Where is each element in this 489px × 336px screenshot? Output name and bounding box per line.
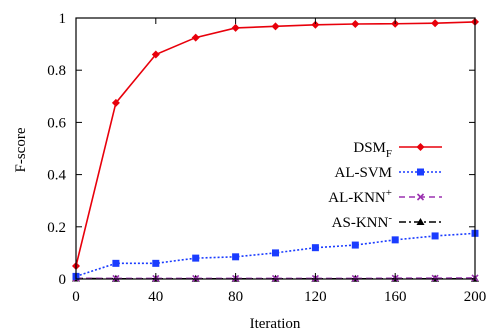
series-line: [75, 277, 476, 280]
y-tick-label: 0.8: [47, 63, 66, 79]
legend-label: AS-KNN-: [332, 212, 393, 231]
legend-label-superscript: -: [388, 212, 392, 224]
x-tick-label: 0: [72, 289, 80, 305]
x-tick-label: 160: [384, 289, 407, 305]
legend-label: AL-KNN+: [328, 187, 392, 206]
data-point: [231, 23, 240, 32]
legend-entry: AS-KNN-: [332, 212, 442, 231]
legend-label: AL-SVM: [334, 165, 392, 181]
data-point: [111, 98, 120, 107]
data-point: [431, 274, 439, 282]
y-tick-label: 0.2: [47, 220, 66, 236]
series-line: [75, 21, 476, 267]
data-point: [151, 50, 160, 59]
data-point: [351, 20, 360, 29]
tick-labels: 0 40 80 120 160 200 0 0.2 0.4 0.6 0.8 1: [47, 11, 486, 305]
x-tick-label: 80: [228, 289, 243, 305]
data-point: [311, 244, 319, 252]
plot-frame: [75, 17, 476, 280]
legend-label-text: AS-KNN: [332, 215, 389, 231]
legend-marker: [416, 143, 425, 151]
legend: DSMF AL-SVM AL-KNN+ AS-KNN-: [328, 140, 442, 231]
series-dsm: [72, 17, 479, 270]
data-point: [431, 19, 440, 28]
legend-label-text: AL-KNN: [328, 190, 386, 206]
data-point: [391, 236, 399, 244]
y-tick-label: 1: [59, 11, 67, 27]
data-point: [311, 20, 320, 29]
legend-entry: AL-SVM: [334, 165, 442, 181]
y-axis-label: F-score: [13, 127, 29, 172]
x-tick-label: 200: [464, 289, 487, 305]
data-point: [152, 259, 160, 267]
data-point: [232, 253, 240, 261]
legend-entry: DSMF: [353, 140, 442, 160]
legend-marker: [417, 168, 424, 176]
data-point: [272, 249, 279, 257]
data-point: [192, 254, 200, 262]
legend-label-text: DSM: [353, 140, 386, 156]
axis-ticks: [75, 17, 476, 280]
data-point: [271, 22, 280, 31]
series-al-svm: [72, 229, 479, 280]
legend-marker: [416, 218, 425, 225]
x-tick-label: 40: [148, 289, 163, 305]
y-tick-label: 0.6: [47, 115, 66, 131]
x-tick-label: 120: [304, 289, 327, 305]
legend-entry: AL-KNN+: [328, 187, 442, 206]
y-tick-label: 0: [59, 272, 67, 288]
legend-label-text: AL-SVM: [334, 165, 392, 181]
plot-series: [72, 17, 479, 283]
data-point: [191, 33, 200, 42]
x-axis-label: Iteration: [250, 316, 301, 332]
legend-marker: [416, 193, 425, 201]
y-tick-label: 0.4: [47, 168, 66, 184]
data-point: [112, 259, 120, 267]
data-point: [431, 232, 439, 240]
legend-label: DSMF: [353, 140, 392, 160]
series-line: [75, 232, 476, 278]
legend-label-subscript: F: [386, 148, 392, 160]
data-point: [351, 241, 359, 249]
legend-label-superscript: +: [386, 187, 392, 199]
